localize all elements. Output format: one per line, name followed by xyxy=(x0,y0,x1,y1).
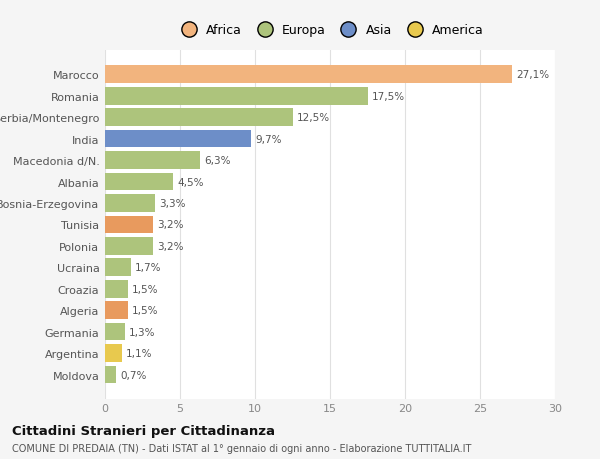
Text: 3,2%: 3,2% xyxy=(157,220,184,230)
Text: 27,1%: 27,1% xyxy=(516,70,549,80)
Bar xyxy=(105,238,153,255)
Text: 3,3%: 3,3% xyxy=(159,199,185,208)
Text: 17,5%: 17,5% xyxy=(372,91,405,101)
Text: 3,2%: 3,2% xyxy=(157,241,184,251)
Bar xyxy=(105,366,115,383)
Bar xyxy=(105,195,155,212)
Legend: Africa, Europa, Asia, America: Africa, Europa, Asia, America xyxy=(176,24,484,37)
Text: 12,5%: 12,5% xyxy=(297,113,330,123)
Bar xyxy=(105,152,199,169)
Bar xyxy=(105,323,125,341)
Bar xyxy=(105,67,511,84)
Bar xyxy=(105,88,367,105)
Text: 1,5%: 1,5% xyxy=(132,306,158,315)
Text: 9,7%: 9,7% xyxy=(255,134,281,144)
Bar xyxy=(105,345,121,362)
Text: 1,3%: 1,3% xyxy=(129,327,155,337)
Bar xyxy=(105,109,293,127)
Bar xyxy=(105,130,251,148)
Text: Cittadini Stranieri per Cittadinanza: Cittadini Stranieri per Cittadinanza xyxy=(12,425,275,437)
Text: 1,5%: 1,5% xyxy=(132,284,158,294)
Bar xyxy=(105,259,131,276)
Text: 1,1%: 1,1% xyxy=(126,348,152,358)
Text: COMUNE DI PREDAIA (TN) - Dati ISTAT al 1° gennaio di ogni anno - Elaborazione TU: COMUNE DI PREDAIA (TN) - Dati ISTAT al 1… xyxy=(12,443,472,453)
Bar xyxy=(105,302,128,319)
Bar xyxy=(105,174,173,191)
Bar xyxy=(105,216,153,234)
Text: 1,7%: 1,7% xyxy=(135,263,161,273)
Text: 0,7%: 0,7% xyxy=(120,369,146,380)
Text: 4,5%: 4,5% xyxy=(177,177,203,187)
Bar xyxy=(105,280,128,298)
Text: 6,3%: 6,3% xyxy=(204,156,230,166)
